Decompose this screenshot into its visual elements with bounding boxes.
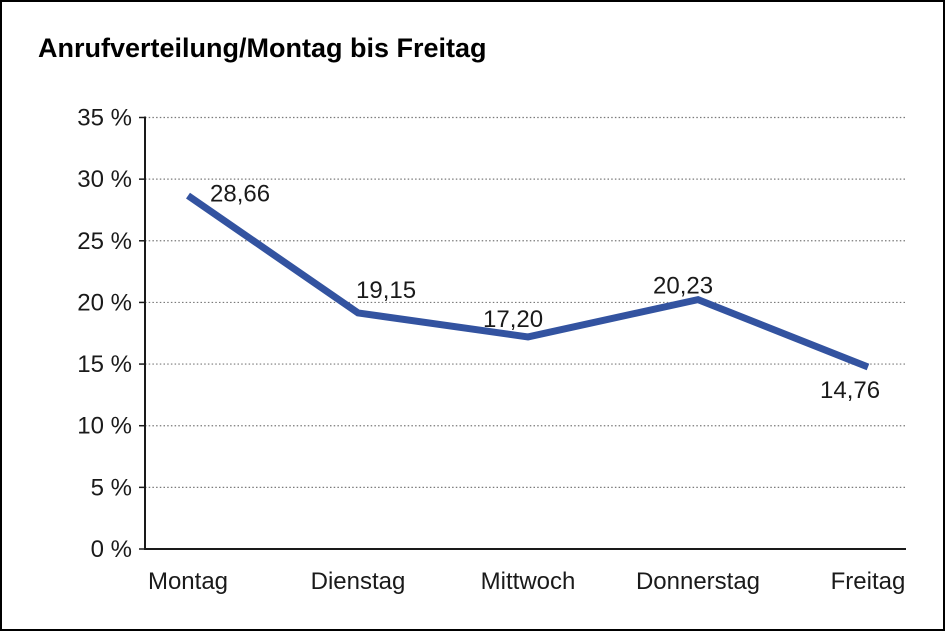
y-tick-label: 0 % [91, 536, 132, 563]
data-line [186, 192, 870, 371]
axes-group [139, 116, 906, 550]
data-point-label: 17,20 [483, 306, 543, 333]
y-tick-label: 15 % [77, 351, 132, 378]
y-tick-label: 35 % [77, 105, 132, 132]
y-tick-label: 20 % [77, 289, 132, 316]
y-tick-label: 30 % [77, 166, 132, 193]
x-category-label: Donnerstag [636, 568, 760, 595]
y-tick-label: 25 % [77, 228, 132, 255]
x-category-label: Dienstag [311, 568, 406, 595]
labels-group: 0 % 5 % 10 % 15 % 20 % 25 % 30 % 35 % 28,66 19,15… [77, 105, 905, 596]
data-point-label: 19,15 [356, 277, 416, 304]
data-point-label: 14,76 [820, 377, 880, 404]
x-category-label: Montag [148, 568, 228, 595]
data-point-label: 20,23 [653, 273, 713, 300]
x-category-label: Mittwoch [481, 568, 576, 595]
chart-title: Anrufverteilung/Montag bis Freitag [38, 33, 487, 63]
x-category-label: Freitag [831, 568, 906, 595]
data-point-label: 28,66 [210, 181, 270, 208]
y-tick-label: 5 % [91, 474, 132, 501]
data-series-group [186, 192, 870, 371]
gridlines-group [145, 116, 906, 488]
y-tick-label: 10 % [77, 413, 132, 440]
